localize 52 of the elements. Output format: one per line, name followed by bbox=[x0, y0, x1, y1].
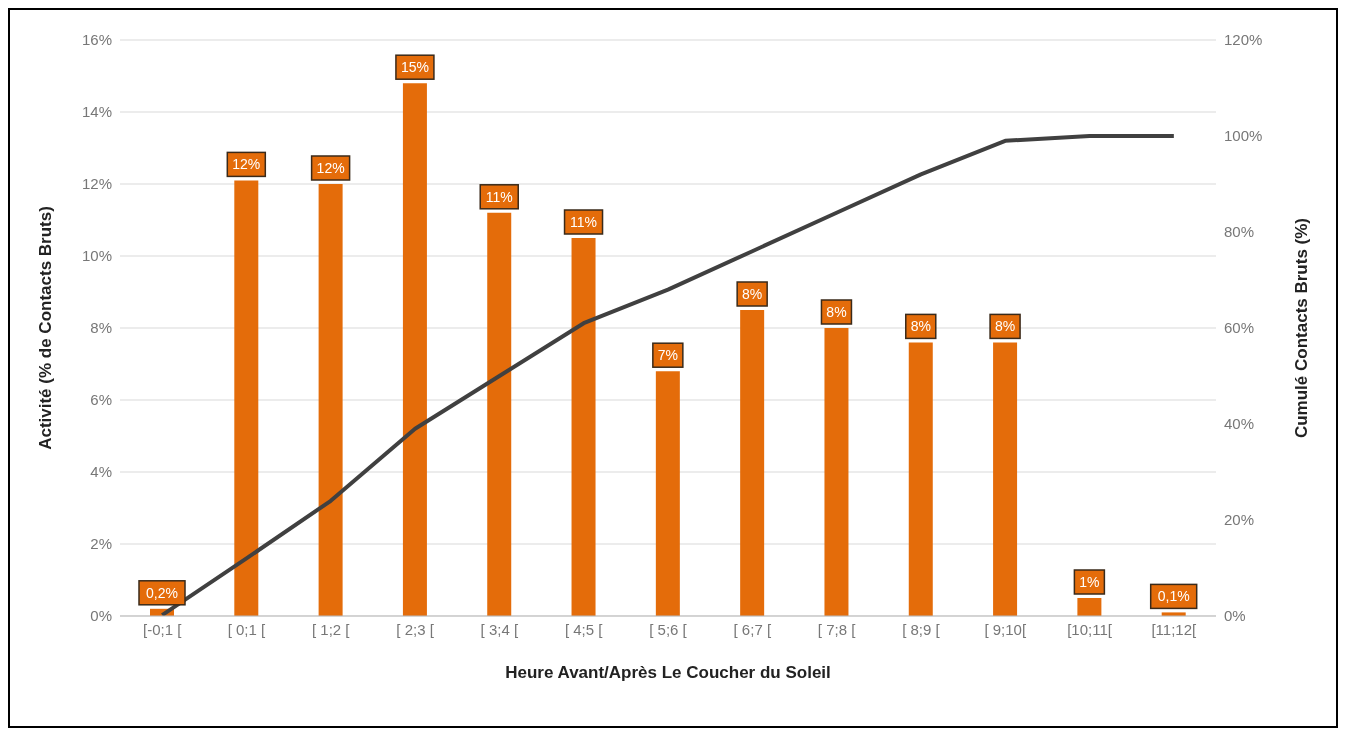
data-label: 7% bbox=[657, 347, 678, 364]
y2-axis-title: Cumulé Contacts Bruts (%) bbox=[1292, 217, 1312, 439]
y2-tick-label: 0% bbox=[1224, 607, 1246, 625]
y-tick-label: 0% bbox=[90, 607, 112, 625]
bar bbox=[1077, 598, 1102, 616]
y2-tick-label: 100% bbox=[1224, 127, 1263, 145]
y2-tick-label: 20% bbox=[1224, 511, 1255, 529]
data-label: 12% bbox=[316, 160, 345, 176]
data-label: 8% bbox=[994, 318, 1016, 335]
y-tick-label: 4% bbox=[90, 463, 112, 481]
x-tick-label: [ 6;7 [ bbox=[733, 620, 772, 638]
data-label: 0,1% bbox=[1157, 588, 1190, 605]
data-label: 15% bbox=[400, 59, 429, 76]
y-tick-label: 8% bbox=[90, 319, 112, 337]
x-tick-label: [ 5;6 [ bbox=[649, 620, 688, 638]
data-label: 8% bbox=[826, 304, 847, 320]
y-tick-label: 6% bbox=[90, 391, 112, 409]
x-tick-label: [ 2;3 [ bbox=[396, 620, 435, 638]
bar bbox=[402, 83, 427, 616]
bar bbox=[318, 184, 343, 616]
y2-tick-label: 40% bbox=[1224, 415, 1255, 433]
x-tick-label: [10;11[ bbox=[1067, 620, 1113, 638]
x-tick-label: [11;12[ bbox=[1151, 620, 1198, 638]
y2-tick-label: 80% bbox=[1224, 223, 1255, 241]
y2-tick-label: 120% bbox=[1224, 31, 1263, 49]
bar bbox=[740, 310, 765, 616]
x-tick-label: [ 4;5 [ bbox=[564, 620, 604, 638]
x-tick-label: [ 1;2 [ bbox=[312, 620, 351, 638]
x-tick-label: [ 9;10[ bbox=[984, 620, 1027, 638]
y-tick-label: 14% bbox=[81, 103, 112, 121]
y2-tick-label: 60% bbox=[1224, 319, 1255, 337]
x-tick-label: [ 3;4 [ bbox=[480, 620, 519, 638]
y-axis-title: Activité (% de Contacts Bruts) bbox=[36, 206, 56, 450]
y-tick-label: 10% bbox=[81, 247, 112, 265]
bar bbox=[655, 371, 680, 616]
x-tick-label: [-0;1 [ bbox=[142, 620, 183, 638]
y-tick-label: 12% bbox=[81, 175, 112, 193]
data-label: 8% bbox=[742, 286, 763, 302]
x-tick-label: [ 8;9 [ bbox=[902, 620, 941, 638]
y-tick-label: 16% bbox=[81, 31, 112, 49]
x-tick-label: [ 7;8 [ bbox=[817, 620, 857, 638]
data-label: 8% bbox=[910, 318, 931, 335]
x-axis-title: Heure Avant/Après Le Coucher du Soleil bbox=[505, 663, 831, 682]
data-label: 0,2% bbox=[146, 584, 178, 601]
x-tick-label: [ 0;1 [ bbox=[227, 620, 267, 638]
bar bbox=[571, 238, 596, 616]
data-label: 1% bbox=[1079, 574, 1100, 590]
bar bbox=[824, 328, 849, 616]
data-label: 12% bbox=[232, 156, 261, 173]
data-label: 11% bbox=[570, 214, 598, 230]
data-label: 11% bbox=[485, 188, 513, 205]
y-tick-label: 2% bbox=[90, 535, 112, 553]
